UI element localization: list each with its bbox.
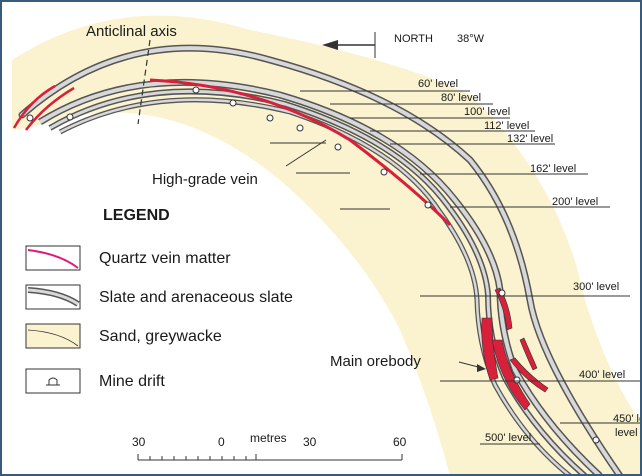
legend-label-sand: Sand, greywacke bbox=[99, 328, 222, 345]
level-label: 500' level bbox=[485, 432, 531, 444]
orebody-lens-1 bbox=[481, 317, 499, 381]
level-label: 132' level bbox=[507, 133, 553, 145]
level-label: 60' level bbox=[418, 78, 458, 90]
level-label: 200' level bbox=[552, 196, 598, 208]
mine-drift-icon bbox=[46, 377, 60, 386]
level-label: 80' level bbox=[441, 92, 481, 104]
quartz-vein-left-2 bbox=[25, 86, 75, 131]
level-label: 100' level bbox=[464, 106, 510, 118]
level-label: 450' level bbox=[613, 413, 642, 425]
anticlinal-axis-label: Anticlinal axis bbox=[86, 23, 177, 40]
legend-label-mine-drift: Mine drift bbox=[99, 373, 165, 390]
scale-tick-label: 30 bbox=[132, 435, 146, 449]
scale-tick-label: 60 bbox=[393, 435, 407, 449]
legend: LEGEND Quartz vein matter Slate and aren… bbox=[25, 207, 293, 394]
scale-tick-label: 30 bbox=[303, 435, 317, 449]
high-grade-vein-leader bbox=[285, 139, 327, 167]
north-bearing: 38°W bbox=[457, 33, 485, 45]
legend-swatch-mine-drift bbox=[25, 368, 81, 394]
legend-swatch-quartz-vein bbox=[25, 245, 81, 271]
level-label: 400' level bbox=[579, 369, 625, 381]
orebody-lens-4 bbox=[519, 337, 538, 371]
mine-drift-markers bbox=[26, 86, 600, 444]
level-label: 162' level bbox=[530, 163, 576, 175]
anticlinal-axis-line bbox=[137, 39, 151, 125]
orebody-lens-5 bbox=[509, 357, 549, 393]
sand-greywacke-band bbox=[12, 15, 640, 476]
legend-title: LEGEND bbox=[103, 207, 170, 224]
legend-swatch-sand bbox=[25, 323, 81, 349]
orebody-lens-2 bbox=[491, 339, 531, 411]
svg-text:level: level bbox=[615, 427, 638, 439]
scale-bar: 30 0 metres 30 60 bbox=[132, 431, 407, 461]
legend-label-quartz-vein: Quartz vein matter bbox=[99, 250, 231, 267]
north-arrow: NORTH 38°W bbox=[322, 32, 485, 58]
legend-label-slate: Slate and arenaceous slate bbox=[99, 289, 293, 306]
high-grade-vein bbox=[149, 78, 452, 227]
scale-unit: metres bbox=[250, 431, 287, 445]
scale-tick-label: 0 bbox=[218, 435, 225, 449]
main-orebody-label: Main orebody bbox=[330, 353, 421, 370]
quartz-vein-left-1 bbox=[12, 84, 56, 129]
north-label: NORTH bbox=[394, 33, 433, 45]
level-label: 112' level bbox=[484, 120, 529, 132]
level-label: 300' level bbox=[573, 281, 619, 293]
level-lines bbox=[270, 90, 640, 445]
high-grade-vein-label: High-grade vein bbox=[152, 171, 258, 188]
